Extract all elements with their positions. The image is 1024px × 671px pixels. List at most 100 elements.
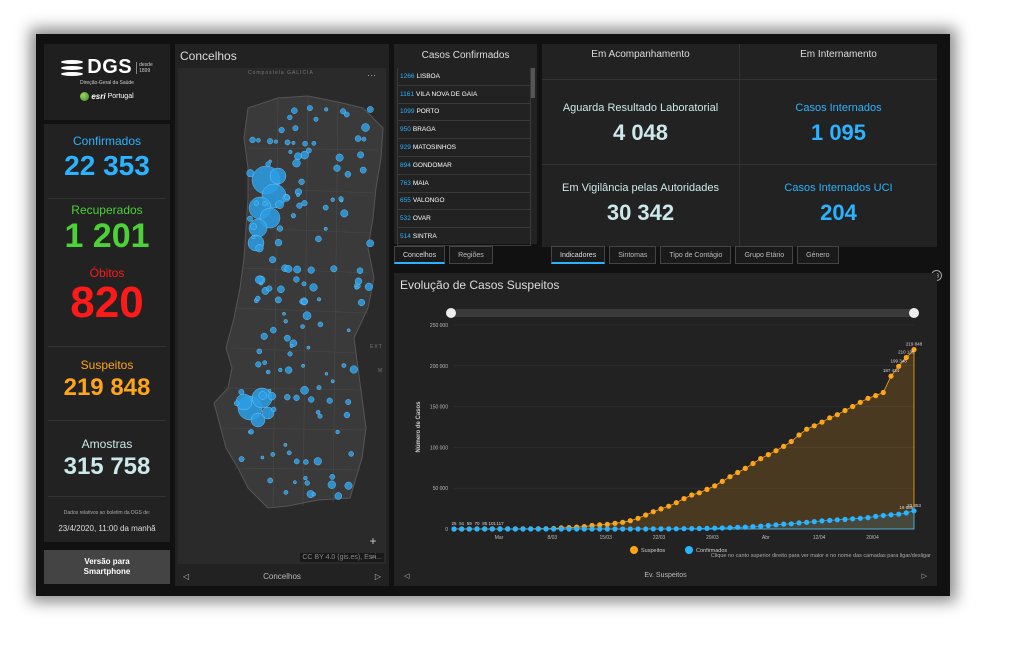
data-point-confirmados[interactable] xyxy=(819,518,825,524)
tab-tipo-de-cont-gio[interactable]: Tipo de Contágio xyxy=(660,246,732,264)
map-bubble[interactable] xyxy=(302,140,308,147)
data-point-suspeitos[interactable] xyxy=(673,500,679,506)
data-point-suspeitos[interactable] xyxy=(712,483,718,489)
map-bubble[interactable] xyxy=(269,167,287,185)
map-bubble[interactable] xyxy=(330,197,335,202)
range-slider-track[interactable] xyxy=(451,309,917,317)
map-bubble[interactable] xyxy=(301,298,308,305)
data-point-suspeitos[interactable] xyxy=(888,373,894,379)
map-bubble[interactable] xyxy=(302,311,312,320)
data-point-suspeitos[interactable] xyxy=(811,423,817,429)
data-point-suspeitos[interactable] xyxy=(750,460,756,467)
tab-sintomas[interactable]: Sintomas xyxy=(609,246,657,264)
map-bubble[interactable] xyxy=(309,283,318,292)
list-item[interactable]: 950 BRAGA xyxy=(397,121,531,140)
map-bubble[interactable] xyxy=(324,372,329,376)
data-point-confirmados[interactable] xyxy=(620,526,626,532)
data-point-confirmados[interactable] xyxy=(543,526,549,532)
map-bubble[interactable] xyxy=(283,319,288,324)
list-item[interactable]: 894 GONDOMAR xyxy=(397,156,531,175)
map-bubble[interactable] xyxy=(266,285,273,292)
map-bubble[interactable] xyxy=(265,161,271,167)
data-point-confirmados[interactable] xyxy=(888,512,894,518)
map-bubble[interactable] xyxy=(359,166,367,174)
data-point-suspeitos[interactable] xyxy=(773,448,779,454)
data-point-suspeitos[interactable] xyxy=(620,519,626,525)
data-point-suspeitos[interactable] xyxy=(742,465,748,471)
data-point-confirmados[interactable] xyxy=(788,521,794,527)
map-bubble[interactable] xyxy=(283,490,289,495)
map-bubble[interactable] xyxy=(300,386,309,395)
map-bubble[interactable] xyxy=(275,296,282,304)
data-point-confirmados[interactable] xyxy=(482,526,488,532)
data-point-suspeitos[interactable] xyxy=(597,522,603,528)
data-point-confirmados[interactable] xyxy=(474,526,480,532)
data-point-confirmados[interactable] xyxy=(528,526,534,532)
list-item[interactable]: 929 MATOSINHOS xyxy=(397,139,531,157)
next-arrow-icon[interactable]: ▷ xyxy=(374,571,381,581)
data-point-confirmados[interactable] xyxy=(811,519,817,525)
data-point-confirmados[interactable] xyxy=(581,526,587,532)
data-point-confirmados[interactable] xyxy=(719,525,725,531)
map-bubble[interactable] xyxy=(343,111,350,118)
data-point-suspeitos[interactable] xyxy=(850,403,856,410)
data-point-confirmados[interactable] xyxy=(451,526,457,532)
map-bubble[interactable] xyxy=(330,265,338,273)
map-bubble[interactable] xyxy=(316,297,321,302)
data-point-suspeitos[interactable] xyxy=(727,474,733,480)
map-bubble[interactable] xyxy=(311,141,317,146)
map-bubble[interactable] xyxy=(256,348,263,355)
map-bubble[interactable] xyxy=(284,265,293,273)
map-bubble[interactable] xyxy=(255,244,264,253)
data-point-confirmados[interactable] xyxy=(758,523,764,529)
tab-g-nero[interactable]: Género xyxy=(797,246,839,264)
map-bubble[interactable] xyxy=(335,429,340,435)
map-bubble[interactable] xyxy=(293,276,300,283)
map-bubble[interactable] xyxy=(330,379,335,384)
data-point-confirmados[interactable] xyxy=(650,526,656,532)
map-bubble[interactable] xyxy=(303,459,309,465)
map-bubble[interactable] xyxy=(234,400,240,406)
map-bubble[interactable] xyxy=(273,139,278,144)
map-bubble[interactable] xyxy=(262,201,268,207)
list-item[interactable]: 1266 LISBOA xyxy=(397,68,531,86)
map-bubble[interactable] xyxy=(248,429,254,435)
map-bubble[interactable] xyxy=(343,411,351,419)
data-point-suspeitos[interactable] xyxy=(819,419,825,425)
data-point-confirmados[interactable] xyxy=(850,516,856,522)
map-bubble[interactable] xyxy=(335,153,344,162)
map-bubble[interactable] xyxy=(324,107,329,112)
map-bubble[interactable] xyxy=(345,399,352,405)
map-bubble[interactable] xyxy=(251,234,256,239)
data-point-confirmados[interactable] xyxy=(750,524,756,530)
map-bubble[interactable] xyxy=(301,281,307,287)
legend-marker-suspeitos[interactable] xyxy=(630,546,638,554)
data-point-confirmados[interactable] xyxy=(827,517,833,523)
map-bubble[interactable] xyxy=(315,235,322,243)
data-point-confirmados[interactable] xyxy=(589,526,595,532)
map-bubble[interactable] xyxy=(291,107,298,114)
map-bubble[interactable] xyxy=(340,108,346,115)
map-bubble[interactable] xyxy=(354,277,363,285)
more-options-icon[interactable]: ··· xyxy=(367,70,376,80)
map-bubble[interactable] xyxy=(253,200,259,206)
data-point-confirmados[interactable] xyxy=(520,526,526,532)
data-point-confirmados[interactable] xyxy=(896,511,902,517)
map-bubble[interactable] xyxy=(294,152,302,161)
data-point-confirmados[interactable] xyxy=(466,526,472,532)
map-bubble[interactable] xyxy=(300,324,305,329)
data-point-suspeitos[interactable] xyxy=(612,520,618,526)
map-bubble[interactable] xyxy=(282,311,286,316)
map-bubble[interactable] xyxy=(293,480,297,485)
data-point-suspeitos[interactable] xyxy=(781,443,787,449)
map-bubble[interactable] xyxy=(301,200,308,207)
zoom-out-button[interactable]: − xyxy=(369,550,377,564)
data-point-confirmados[interactable] xyxy=(627,526,633,532)
data-point-confirmados[interactable] xyxy=(681,526,687,532)
map-bubble[interactable] xyxy=(344,481,353,490)
map-bubble[interactable] xyxy=(292,159,301,168)
map-bubble[interactable] xyxy=(291,141,296,145)
data-point-confirmados[interactable] xyxy=(765,522,771,529)
map-bubble[interactable] xyxy=(322,204,329,211)
list-item[interactable]: 532 OVAR xyxy=(397,210,531,229)
